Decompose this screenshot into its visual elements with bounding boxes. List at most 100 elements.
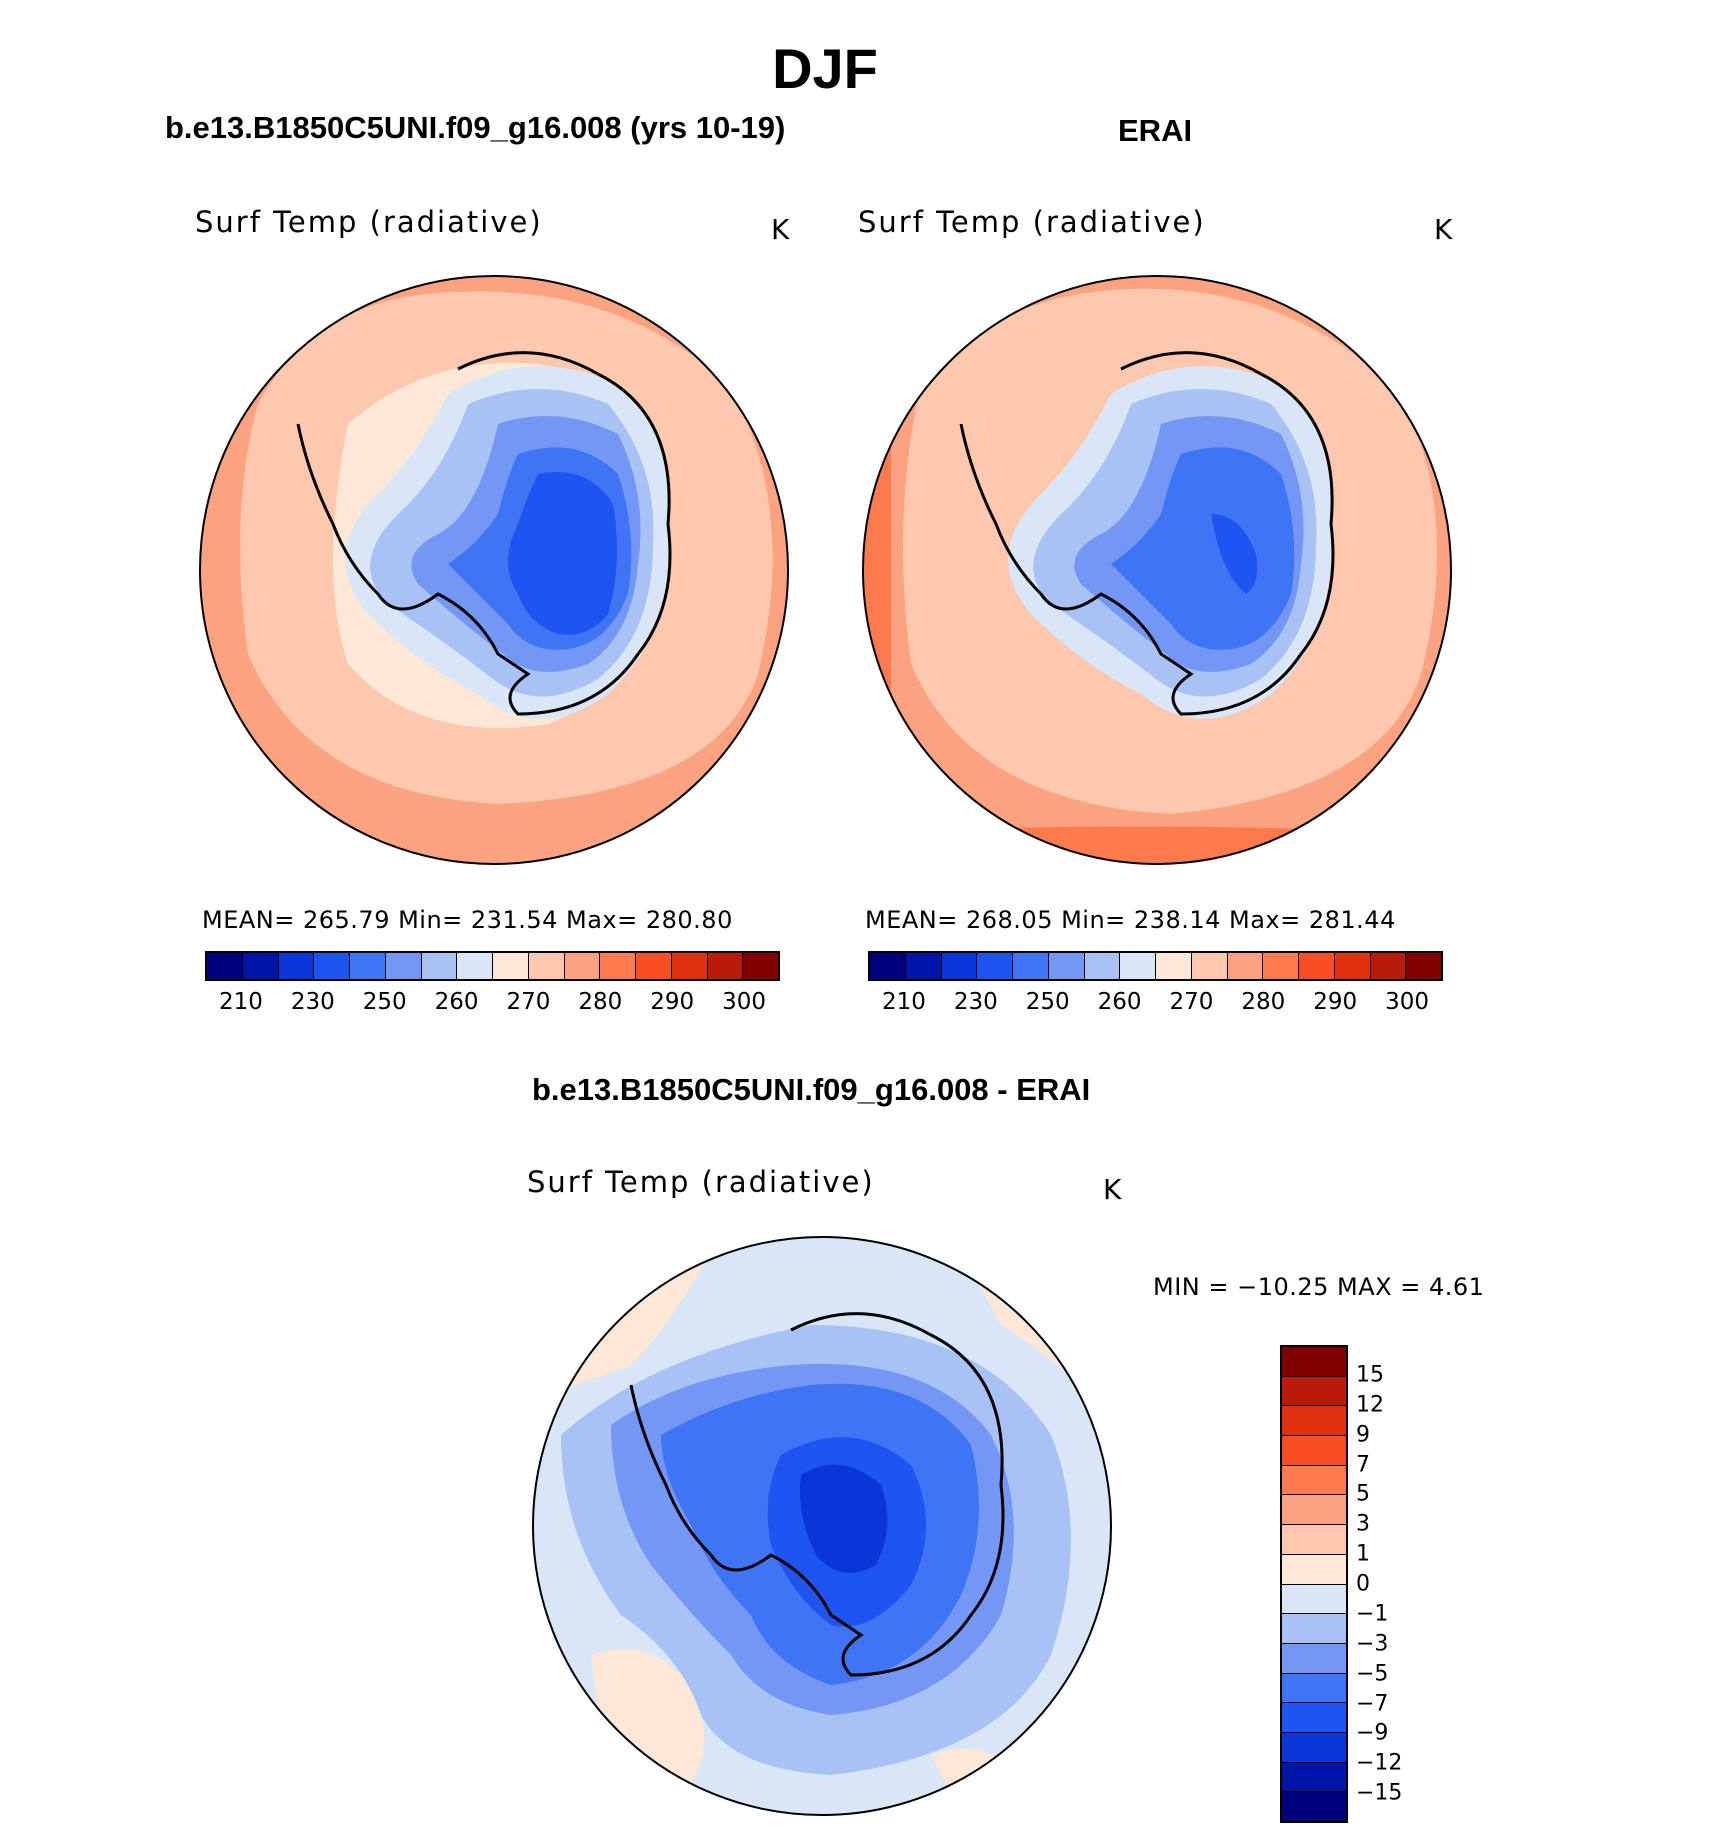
figure-title: DJF <box>772 37 878 100</box>
colorbar-tick-label: −12 <box>1356 1750 1403 1776</box>
colorbar-swatch <box>1120 953 1156 979</box>
colorbar-swatch <box>1282 1584 1346 1615</box>
panel-1-colorbar <box>205 951 780 981</box>
panel-3-title: b.e13.B1850C5UNI.f09_g16.008 - ERAI <box>532 1072 1091 1107</box>
colorbar-tick-label: 5 <box>1356 1481 1370 1507</box>
colorbar-swatch <box>457 953 493 979</box>
colorbar-tick-label: 260 <box>434 989 479 1015</box>
colorbar-tick-label: 7 <box>1356 1452 1370 1477</box>
colorbar-swatch <box>421 953 458 979</box>
colorbar-tick-label: 260 <box>1097 989 1142 1015</box>
colorbar-swatch <box>1282 1732 1346 1763</box>
panel-2-stats: MEAN= 268.05 Min= 238.14 Max= 281.44 <box>865 906 1396 934</box>
colorbar-tick-label: 210 <box>881 989 926 1015</box>
colorbar-tick-label: 300 <box>722 989 767 1015</box>
colorbar-swatch <box>1227 953 1264 979</box>
colorbar-swatch <box>1156 953 1192 979</box>
colorbar-swatch <box>1282 1525 1346 1555</box>
panel-1-map <box>199 275 789 865</box>
colorbar-swatch <box>743 953 778 979</box>
colorbar-swatch <box>278 953 315 979</box>
colorbar-tick-label: 230 <box>953 989 998 1015</box>
colorbar-tick-label: −9 <box>1356 1720 1389 1746</box>
panel-1-units: K <box>771 213 790 246</box>
colorbar-swatch <box>528 953 565 979</box>
colorbar-tick-label: −7 <box>1356 1691 1389 1716</box>
panel-2-map <box>862 275 1452 865</box>
panel-2-title: ERAI <box>1118 113 1193 148</box>
colorbar-tick-label: 300 <box>1385 989 1430 1015</box>
colorbar-swatch <box>1282 1614 1346 1644</box>
panel-1-colorbar-labels: 210 230 250 260 270 280 290 300 <box>205 989 780 1019</box>
panel-2-units: K <box>1434 213 1453 246</box>
colorbar-tick-label: 270 <box>1169 989 1214 1015</box>
panel-2-colorbar <box>868 951 1443 981</box>
colorbar-swatch <box>671 953 708 979</box>
colorbar-swatch <box>977 953 1013 979</box>
colorbar-swatch <box>870 953 906 979</box>
panel-2-variable-label: Surf Temp (radiative) <box>858 205 1206 239</box>
colorbar-tick-label: −15 <box>1356 1780 1403 1806</box>
colorbar-tick-label: 280 <box>578 989 623 1015</box>
panel-3-units: K <box>1103 1173 1122 1206</box>
colorbar-swatch <box>600 953 636 979</box>
colorbar-swatch <box>1406 953 1441 979</box>
colorbar-swatch <box>1048 953 1085 979</box>
colorbar-tick-label: −5 <box>1356 1661 1389 1687</box>
panel-3-colorbar <box>1280 1345 1348 1823</box>
colorbar-swatch <box>1282 1762 1346 1793</box>
colorbar-tick-label: 210 <box>218 989 263 1015</box>
colorbar-swatch <box>707 953 744 979</box>
colorbar-tick-label: 290 <box>1313 989 1358 1015</box>
colorbar-swatch <box>242 953 279 979</box>
colorbar-swatch <box>1282 1554 1346 1585</box>
colorbar-swatch <box>636 953 672 979</box>
colorbar-swatch <box>493 953 529 979</box>
colorbar-tick-label: −3 <box>1356 1631 1389 1657</box>
colorbar-swatch <box>1084 953 1121 979</box>
panel-3-variable-label: Surf Temp (radiative) <box>527 1165 875 1199</box>
colorbar-swatch <box>1282 1495 1346 1526</box>
colorbar-swatch <box>207 953 243 979</box>
colorbar-tick-label: 250 <box>1025 989 1070 1015</box>
colorbar-swatch <box>1334 953 1371 979</box>
panel-3-colorbar-labels: 15 12 9 7 5 3 1 0 −1 −3 −5 −7 −9 −12 −15 <box>1356 1345 1456 1823</box>
colorbar-swatch <box>1013 953 1049 979</box>
panel-2-colorbar-labels: 210 230 250 260 270 280 290 300 <box>868 989 1443 1019</box>
colorbar-swatch <box>350 953 386 979</box>
colorbar-swatch <box>1282 1406 1346 1437</box>
colorbar-swatch <box>1263 953 1299 979</box>
colorbar-tick-label: 12 <box>1356 1392 1384 1418</box>
colorbar-tick-label: 230 <box>290 989 335 1015</box>
colorbar-tick-label: 1 <box>1356 1541 1370 1567</box>
colorbar-swatch <box>1282 1376 1346 1407</box>
colorbar-swatch <box>1282 1703 1346 1733</box>
colorbar-tick-label: 3 <box>1356 1511 1370 1537</box>
colorbar-tick-label: −1 <box>1356 1601 1389 1627</box>
colorbar-swatch <box>385 953 422 979</box>
colorbar-tick-label: 9 <box>1356 1422 1370 1448</box>
colorbar-swatch <box>1282 1792 1346 1821</box>
panel-1-variable-label: Surf Temp (radiative) <box>195 205 543 239</box>
panel-3-map <box>532 1236 1112 1816</box>
colorbar-swatch <box>1282 1465 1346 1496</box>
colorbar-swatch <box>564 953 601 979</box>
colorbar-swatch <box>1282 1643 1346 1674</box>
colorbar-swatch <box>941 953 978 979</box>
colorbar-swatch <box>314 953 350 979</box>
colorbar-tick-label: 15 <box>1356 1362 1384 1388</box>
colorbar-swatch <box>1370 953 1407 979</box>
colorbar-tick-label: 250 <box>362 989 407 1015</box>
panel-1-title: b.e13.B1850C5UNI.f09_g16.008 (yrs 10-19) <box>165 110 786 145</box>
colorbar-tick-label: 290 <box>650 989 695 1015</box>
panel-3-stats: MIN = −10.25 MAX = 4.61 <box>1153 1273 1485 1301</box>
colorbar-swatch <box>1282 1673 1346 1704</box>
colorbar-swatch <box>1299 953 1335 979</box>
colorbar-swatch <box>1191 953 1228 979</box>
colorbar-tick-label: 270 <box>506 989 551 1015</box>
colorbar-swatch <box>1282 1347 1346 1377</box>
colorbar-swatch <box>1282 1436 1346 1466</box>
colorbar-tick-label: 280 <box>1241 989 1286 1015</box>
panel-1-stats: MEAN= 265.79 Min= 231.54 Max= 280.80 <box>202 906 733 934</box>
colorbar-swatch <box>905 953 942 979</box>
